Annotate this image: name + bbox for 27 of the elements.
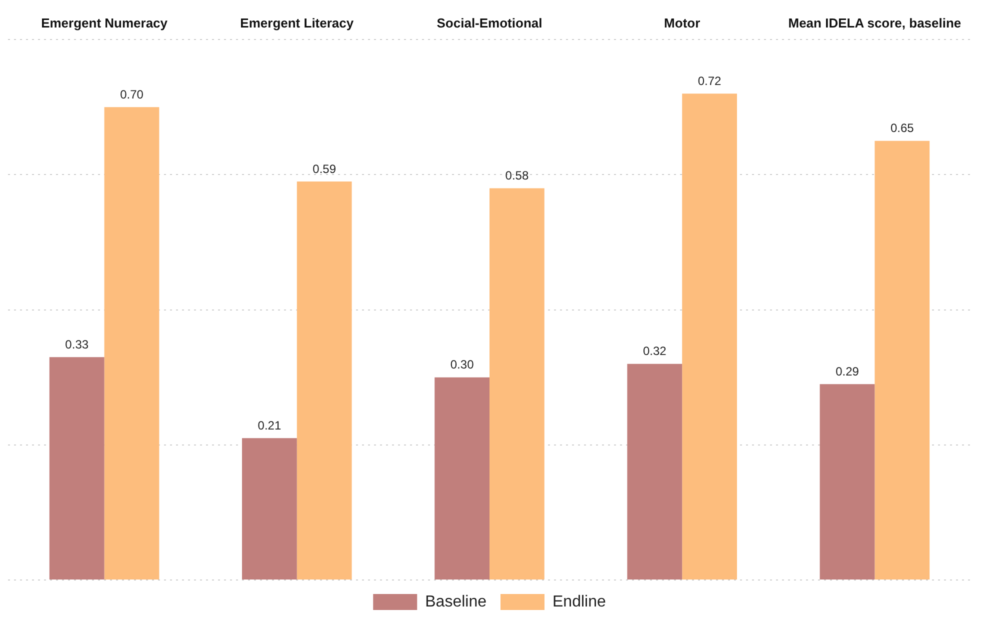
bar [49,357,104,580]
data-label: 0.72 [698,74,722,88]
bar [627,364,682,580]
bar [490,188,544,580]
data-label: 0.30 [450,358,474,372]
data-label: 0.70 [120,87,144,102]
legend-label: Endline [552,593,606,610]
x-tick-label: Emergent Literacy [240,15,354,30]
bar [296,181,352,580]
x-tick-label: Emergent Numeracy [41,15,168,30]
bar [682,94,737,580]
bar [242,438,297,580]
data-label: 0.65 [890,121,914,136]
bar [874,140,930,580]
legend-label: Baseline [425,593,487,610]
bar [434,377,490,580]
bar [104,107,160,580]
data-label: 0.33 [65,337,89,352]
data-label: 0.59 [312,162,336,176]
data-label: 0.58 [505,168,529,183]
data-label: 0.29 [836,364,860,378]
data-label: 0.21 [258,418,282,432]
bar [820,384,875,580]
x-tick-label: Mean IDELA score, baseline [788,15,962,30]
x-tick-label: Social-Emotional [436,15,542,30]
data-label: 0.32 [642,344,667,358]
x-tick-label: Motor [664,15,700,30]
